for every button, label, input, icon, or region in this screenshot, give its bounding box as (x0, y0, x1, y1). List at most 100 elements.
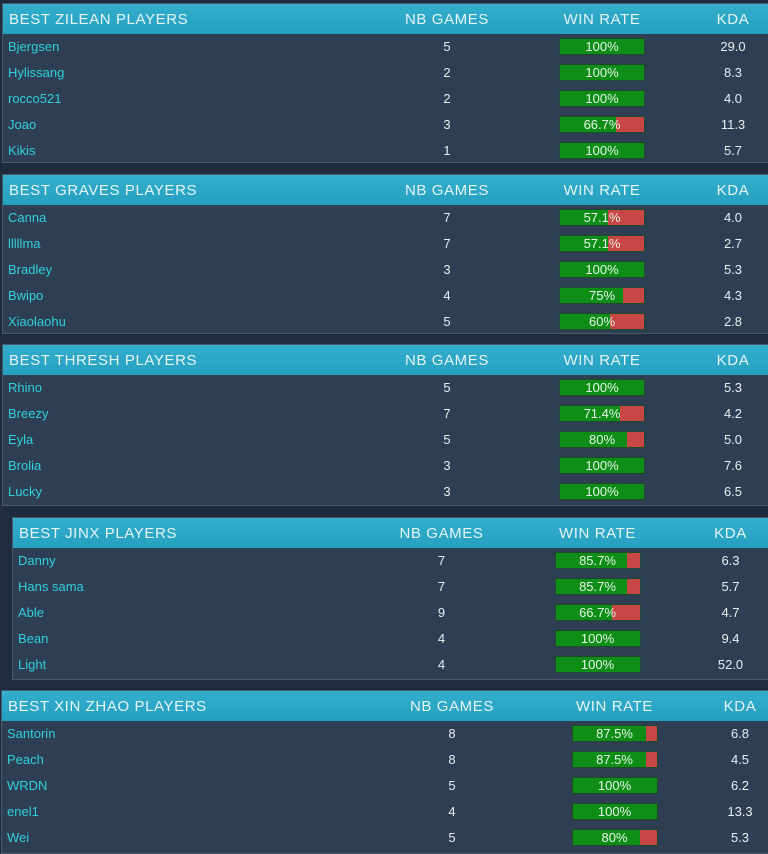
win-rate-fill (560, 431, 628, 447)
col-header-games: NB GAMES (399, 524, 484, 542)
col-header-kda: KDA (714, 524, 747, 542)
player-name-link[interactable]: Able (18, 604, 45, 620)
player-name-link[interactable]: Bwipo (8, 287, 44, 303)
player-name-link[interactable]: Lucky (8, 483, 42, 499)
win-rate-fill (572, 726, 646, 742)
win-rate-bar: 57.1% (559, 209, 645, 227)
win-rate-cell: 100% (507, 89, 697, 107)
player-name-link[interactable]: Hans sama (18, 579, 84, 595)
win-rate-text: 100% (585, 261, 619, 277)
win-rate-fill (555, 630, 640, 646)
player-name-link[interactable]: Joao (8, 116, 37, 132)
player-name-link[interactable]: rocco521 (8, 90, 62, 106)
win-rate-bar: 71.4% (559, 405, 645, 423)
table-row: Wei 5 80% 5.3 (2, 824, 768, 850)
table-row: rocco521 2 100% 4.0 (3, 86, 768, 112)
kda-value: 29.0 (720, 39, 746, 55)
player-name-link[interactable]: Rhino (8, 380, 42, 396)
kda-value: 5.3 (730, 829, 750, 845)
player-name-link[interactable]: enel1 (7, 803, 39, 819)
win-rate-fill (555, 604, 612, 620)
table-row: Able 9 66.7% 4.7 (13, 600, 768, 626)
player-name-link[interactable]: Bjergsen (8, 39, 60, 55)
win-rate-text: 66.7% (583, 116, 621, 132)
win-rate-bar: 100% (559, 141, 645, 159)
col-header-games: NB GAMES (405, 351, 489, 369)
win-rate-fill (572, 829, 640, 845)
win-rate-fill (560, 406, 620, 422)
win-rate-bar: 75% (559, 286, 645, 304)
kda-value: 4.2 (723, 406, 743, 422)
table-row: enel1 4 100% 13.3 (2, 798, 768, 824)
win-rate-cell: 100% (507, 141, 697, 159)
win-rate-fill (560, 380, 644, 396)
player-name-link[interactable]: Brolia (8, 457, 42, 473)
panel-header: BEST THRESH PLAYERS NB GAMES WIN RATE KD… (3, 345, 768, 375)
player-name-link[interactable]: Danny (18, 553, 56, 569)
player-name-link[interactable]: Kikis (8, 142, 36, 158)
player-name-link[interactable]: Light (18, 656, 47, 672)
win-rate-bar: 100% (554, 655, 641, 673)
panel-title: BEST GRAVES PLAYERS (9, 181, 198, 199)
kda-value: 6.5 (723, 483, 743, 499)
win-rate-text: 100% (585, 90, 619, 106)
win-rate-cell: 66.7% (505, 603, 690, 621)
games-count: 3 (443, 457, 451, 473)
panel-header: BEST GRAVES PLAYERS NB GAMES WIN RATE KD… (3, 175, 768, 205)
win-rate-text: 100% (597, 777, 632, 793)
player-name-link[interactable]: Hylissang (8, 65, 65, 81)
win-rate-fill (560, 142, 644, 158)
win-rate-cell: 100% (517, 776, 712, 794)
player-name-link[interactable]: WRDN (7, 777, 48, 793)
player-name-link[interactable]: Breezy (8, 406, 49, 422)
win-rate-fill (555, 579, 628, 595)
player-name-link[interactable]: Bean (18, 630, 49, 646)
kda-value: 8.3 (723, 65, 743, 81)
win-rate-text: 100% (580, 656, 615, 672)
player-name-link[interactable]: Santorin (7, 726, 56, 742)
win-rate-fill (572, 752, 646, 768)
table-row: Bwipo 4 75% 4.3 (3, 282, 768, 308)
table-row: Breezy 7 71.4% 4.2 (3, 401, 768, 427)
win-rate-text: 80% (588, 431, 616, 447)
win-rate-bar: 66.7% (554, 603, 641, 621)
panel-title: BEST THRESH PLAYERS (9, 351, 198, 369)
kda-value: 9.4 (721, 630, 740, 646)
win-rate-bar: 57.1% (559, 235, 645, 253)
games-count: 7 (443, 406, 451, 422)
win-rate-text: 100% (585, 483, 619, 499)
panel-title: BEST XIN ZHAO PLAYERS (8, 697, 207, 715)
xin-zhao-players-panel: BEST XIN ZHAO PLAYERS NB GAMES WIN RATE … (1, 690, 768, 854)
win-rate-bar: 66.7% (559, 115, 645, 133)
win-rate-cell: 100% (505, 629, 690, 647)
col-header-kda: KDA (716, 10, 750, 28)
player-name-link[interactable]: Xiaolaohu (8, 313, 66, 329)
table-row: WRDN 5 100% 6.2 (2, 773, 768, 799)
games-count: 4 (437, 656, 446, 672)
games-count: 3 (443, 483, 451, 499)
player-name-link[interactable]: Canna (8, 210, 47, 226)
games-count: 4 (437, 630, 446, 646)
win-rate-fill (555, 553, 628, 569)
table-row: Hans sama 7 85.7% 5.7 (13, 574, 768, 600)
win-rate-cell: 71.4% (507, 405, 697, 423)
win-rate-bar: 100% (559, 38, 645, 56)
win-rate-cell: 100% (507, 456, 697, 474)
win-rate-fill (560, 457, 644, 473)
win-rate-cell: 100% (517, 802, 712, 820)
player-name-link[interactable]: Peach (7, 752, 44, 768)
games-count: 5 (443, 431, 451, 447)
games-count: 7 (443, 210, 451, 226)
table-row: Santorin 8 87.5% 6.8 (2, 721, 768, 747)
win-rate-cell: 87.5% (517, 725, 712, 743)
table-row: Bjergsen 5 100% 29.0 (3, 34, 768, 60)
kda-value: 6.3 (721, 553, 740, 569)
player-name-link[interactable]: Bradley (8, 261, 53, 277)
player-name-link[interactable]: Eyla (8, 431, 34, 447)
win-rate-text: 100% (585, 39, 619, 55)
player-name-link[interactable]: lllllma (8, 236, 41, 252)
kda-value: 5.3 (723, 261, 743, 277)
win-rate-cell: 57.1% (507, 209, 697, 227)
player-name-link[interactable]: Wei (7, 829, 30, 845)
win-rate-fill (560, 210, 608, 226)
